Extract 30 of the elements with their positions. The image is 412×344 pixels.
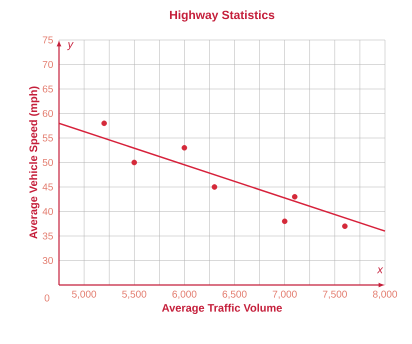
- point: [292, 194, 298, 200]
- annotation: y: [67, 42, 74, 50]
- x-tick-label: 7,000: [272, 290, 297, 299]
- y-tick-label: 60: [42, 110, 53, 118]
- x-tick-label: 7,500: [322, 290, 347, 299]
- annotation: x: [376, 267, 384, 274]
- y-tick-label: 30: [42, 256, 53, 264]
- y-tick-label: 35: [42, 232, 53, 240]
- x-tick-label: 6,000: [172, 290, 196, 299]
- y-tick-label: 65: [42, 85, 53, 93]
- y-tick-label: 75: [42, 36, 53, 44]
- point: [131, 160, 138, 166]
- chart-title: Highway Statistics: [170, 10, 274, 22]
- point: [182, 145, 188, 151]
- x-axis-title: Average Traffic Volume: [162, 304, 282, 314]
- point: [212, 184, 218, 190]
- y-tick-label: 45: [42, 184, 53, 190]
- point: [101, 120, 107, 126]
- text: 0: [44, 294, 50, 302]
- point: [282, 218, 288, 224]
- y-tick-label: 50: [42, 158, 53, 166]
- x-tick-label: 5,000: [72, 290, 96, 299]
- y-tick-label: 40: [42, 208, 53, 216]
- x-tick-label: 6,500: [222, 290, 247, 299]
- x-tick-label: 5,500: [122, 290, 146, 299]
- y-tick-label: 55: [42, 134, 53, 142]
- point: [342, 223, 348, 229]
- x-tick-label: 8,000: [372, 290, 398, 299]
- y-axis-title: Average Vehicle Speed (mph): [29, 86, 40, 239]
- y-tick-label: 70: [42, 60, 53, 68]
